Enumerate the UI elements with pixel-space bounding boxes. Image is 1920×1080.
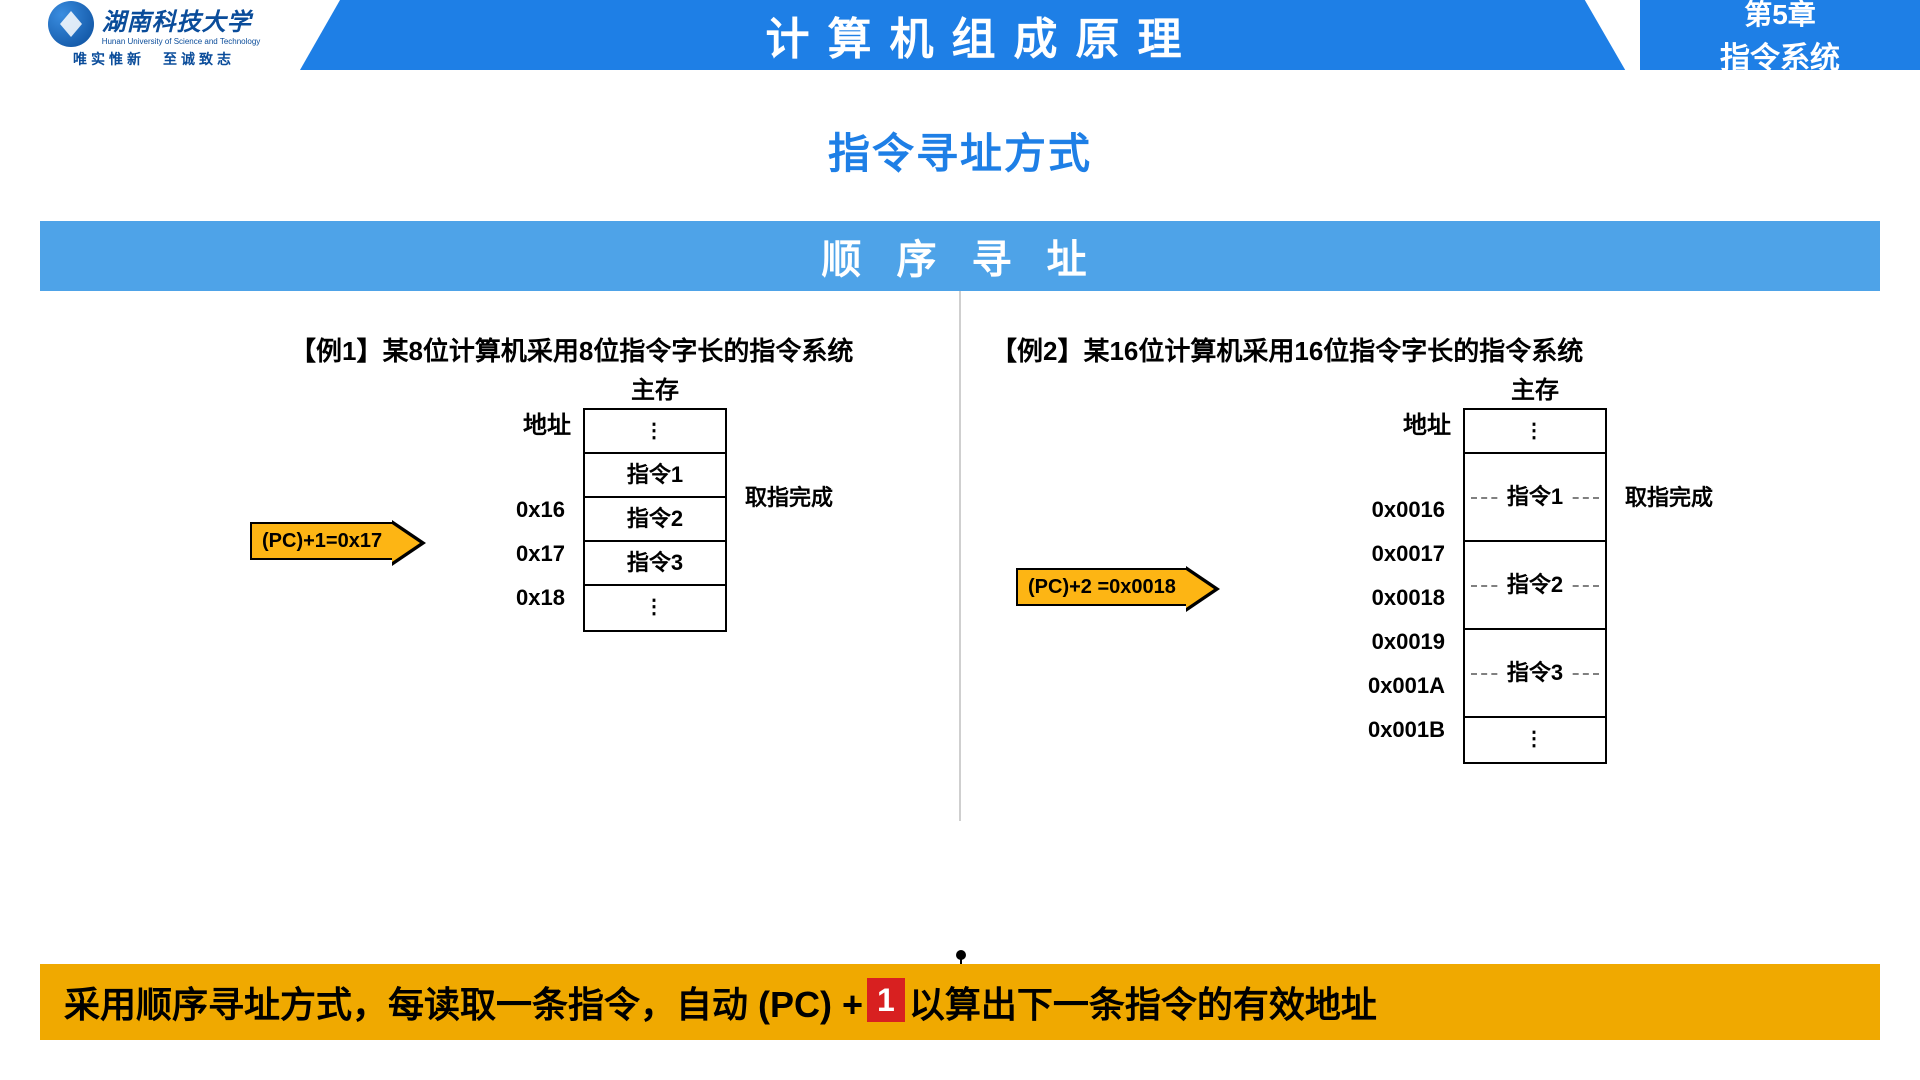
mem-cell: 指令3 [1465, 630, 1605, 718]
fetch-note-2: 取指完成 [1625, 408, 1713, 512]
memory-table-1: ⋮ 指令1 指令2 指令3 ⋮ [583, 408, 727, 632]
example-2-title: 【例2】某16位计算机采用16位指令字长的指令系统 [991, 331, 1880, 368]
addr-cell: 0x001A [1368, 664, 1451, 708]
pc-arrow-2: (PC)+2 =0x0018 [1016, 568, 1188, 606]
addr-cell: 0x17 [516, 532, 571, 576]
logo-icon [48, 1, 94, 47]
addr-cell: 0x16 [516, 488, 571, 532]
vertical-divider [959, 291, 961, 821]
addr-cell: 0x0016 [1372, 488, 1451, 532]
slide-header: 湖南科技大学 Hunan University of Science and T… [0, 0, 1920, 70]
mem-cell: 指令1 [585, 454, 725, 498]
chapter-name: 指令系统 [1720, 33, 1840, 77]
summary-highlight: 1 [867, 978, 905, 1022]
university-name-cn: 湖南科技大学 [102, 2, 261, 37]
university-name-en: Hunan University of Science and Technolo… [102, 37, 261, 46]
addr-header-2: 地址 [1403, 408, 1451, 444]
example-1-diagram: (PC)+1=0x17 地址 0x16 0x17 0x18 主存 ⋮ 指令1 [40, 408, 939, 748]
mem-header-1: 主存 [583, 370, 727, 405]
chapter-number: 第5章 [1744, 0, 1816, 33]
mem-cell: 指令2 [1465, 542, 1605, 630]
university-motto: 唯实惟新 至诚致志 [73, 49, 235, 69]
university-logo-block: 湖南科技大学 Hunan University of Science and T… [0, 0, 300, 70]
example-1-title: 【例1】某8位计算机采用8位指令字长的指令系统 [290, 331, 939, 368]
mem-cell: ⋮ [585, 410, 725, 454]
addr-cell: 0x0019 [1372, 620, 1451, 664]
addr-header-1: 地址 [523, 408, 571, 444]
mem-cell: ⋮ [1465, 410, 1605, 454]
summary-pre: 采用顺序寻址方式，每读取一条指令，自动 (PC) + [64, 976, 863, 1028]
mem-header-2: 主存 [1463, 370, 1607, 405]
example-2-diagram: (PC)+2 =0x0018 地址 0x0016 0x0017 0x0018 0… [981, 408, 1880, 796]
pc-arrow-1: (PC)+1=0x17 [250, 522, 394, 560]
examples-row: 【例1】某8位计算机采用8位指令字长的指令系统 (PC)+1=0x17 地址 0… [0, 331, 1920, 821]
addr-cell: 0x0017 [1372, 532, 1451, 576]
addr-cell: 0x001B [1368, 708, 1451, 752]
example-1: 【例1】某8位计算机采用8位指令字长的指令系统 (PC)+1=0x17 地址 0… [40, 331, 939, 821]
chapter-block: 第5章 指令系统 [1605, 0, 1920, 70]
addr-cell: 0x0018 [1372, 576, 1451, 620]
summary-post: 以算出下一条指令的有效地址 [909, 976, 1377, 1028]
addr-cell: 0x18 [516, 576, 571, 620]
section-title-bar: 顺 序 寻 址 [40, 221, 1880, 291]
pc-arrow-1-text: (PC)+1=0x17 [262, 530, 382, 553]
mem-cell: 指令3 [585, 542, 725, 586]
mem-cell: ⋮ [585, 586, 725, 630]
page-subtitle: 指令寻址方式 [0, 120, 1920, 181]
pc-arrow-2-text: (PC)+2 =0x0018 [1028, 576, 1176, 599]
addr-column-2: 地址 0x0016 0x0017 0x0018 0x0019 0x001A 0x… [1368, 408, 1451, 796]
summary-bar: 采用顺序寻址方式，每读取一条指令，自动 (PC) + 1 以算出下一条指令的有效… [40, 964, 1880, 1040]
mem-cell: ⋮ [1465, 718, 1605, 762]
fetch-note-1: 取指完成 [745, 408, 833, 512]
memory-table-2: ⋮ 指令1 指令2 指令3 ⋮ [1463, 408, 1607, 764]
mem-cell: 指令1 [1465, 454, 1605, 542]
mem-cell: 指令2 [585, 498, 725, 542]
course-title: 计算机组成原理 [300, 3, 1605, 67]
example-2: 【例2】某16位计算机采用16位指令字长的指令系统 (PC)+2 =0x0018… [981, 331, 1880, 821]
addr-column-1: 地址 0x16 0x17 0x18 [516, 408, 571, 664]
